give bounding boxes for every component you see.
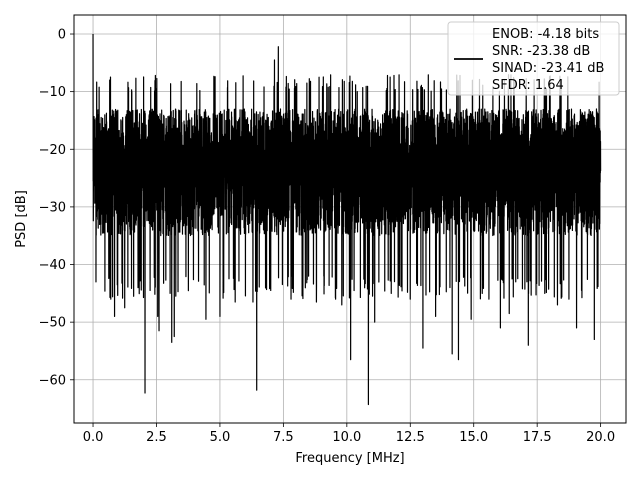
legend-box: [447, 21, 620, 96]
legend: ENOB: -4.18 bits SNR: -23.38 dB SINAD: -…: [447, 21, 620, 96]
x-tick-label: 17.5: [523, 430, 552, 445]
plot-series: [92, 34, 602, 406]
x-tick-label: 12.5: [396, 430, 425, 445]
y-tick-label: 0: [58, 28, 66, 43]
y-tick-label: −60: [39, 373, 66, 388]
x-axis-label: Frequency [MHz]: [295, 451, 404, 466]
x-tick-label: 7.5: [273, 430, 294, 445]
y-tick-label: −50: [39, 316, 66, 331]
x-tick-label: 2.5: [146, 430, 167, 445]
y-tick-label: −20: [39, 143, 66, 158]
x-tick-label: 20.0: [586, 430, 615, 445]
legend-sfdr: SFDR: 1.64: [492, 78, 564, 93]
x-tick-label: 10.0: [332, 430, 361, 445]
x-tick-label: 15.0: [459, 430, 488, 445]
psd-series-line: [92, 34, 602, 406]
legend-enob: ENOB: -4.18 bits: [492, 27, 599, 42]
legend-sinad: SINAD: -23.41 dB: [492, 61, 604, 76]
x-tick-label: 0.0: [83, 430, 104, 445]
y-tick-label: −10: [39, 85, 66, 100]
x-tick-label: 5.0: [210, 430, 231, 445]
y-tick-label: −30: [39, 200, 66, 215]
axes-frame: [73, 14, 627, 424]
y-axis-label: PSD [dB]: [14, 190, 29, 248]
legend-snr: SNR: -23.38 dB: [492, 44, 590, 59]
y-tick-label: −40: [39, 258, 66, 273]
ticks: 0.0 2.5 5.0 7.5 10.0 12.5 15.0 17.5 20.0 0 −10 −20 −…: [39, 28, 616, 445]
